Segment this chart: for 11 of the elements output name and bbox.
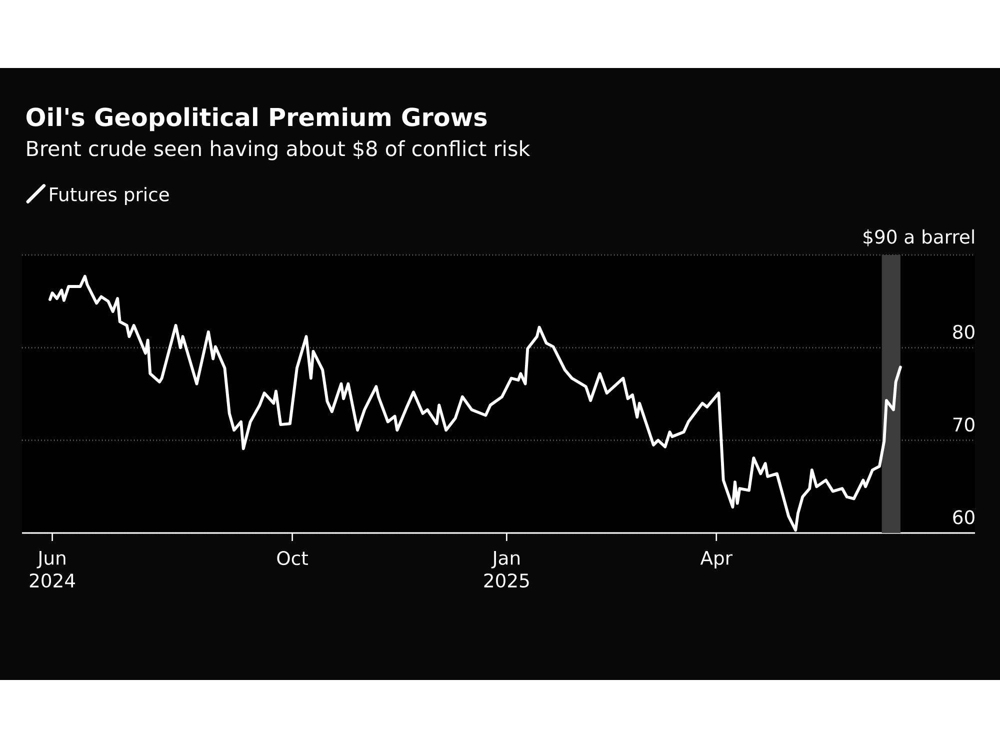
x-tick-label: Apr xyxy=(700,551,733,569)
y-tick-label: $90 a barrel xyxy=(864,229,974,246)
legend-label: Futures price xyxy=(50,186,169,206)
x-tick-label: Jan 2025 xyxy=(484,551,529,588)
y-tick-label: 80 xyxy=(953,324,974,339)
y-tick-label: 70 xyxy=(953,417,974,432)
chart-title: Oil's Geopolitical Premium Grows xyxy=(26,107,487,132)
y-tick-label: 60 xyxy=(953,510,974,524)
x-tick-label: Oct xyxy=(277,551,308,566)
x-tick-label: Jun 2024 xyxy=(30,551,75,588)
chart-subtitle: Brent crude seen having about $8 of conflict risk xyxy=(27,140,530,160)
